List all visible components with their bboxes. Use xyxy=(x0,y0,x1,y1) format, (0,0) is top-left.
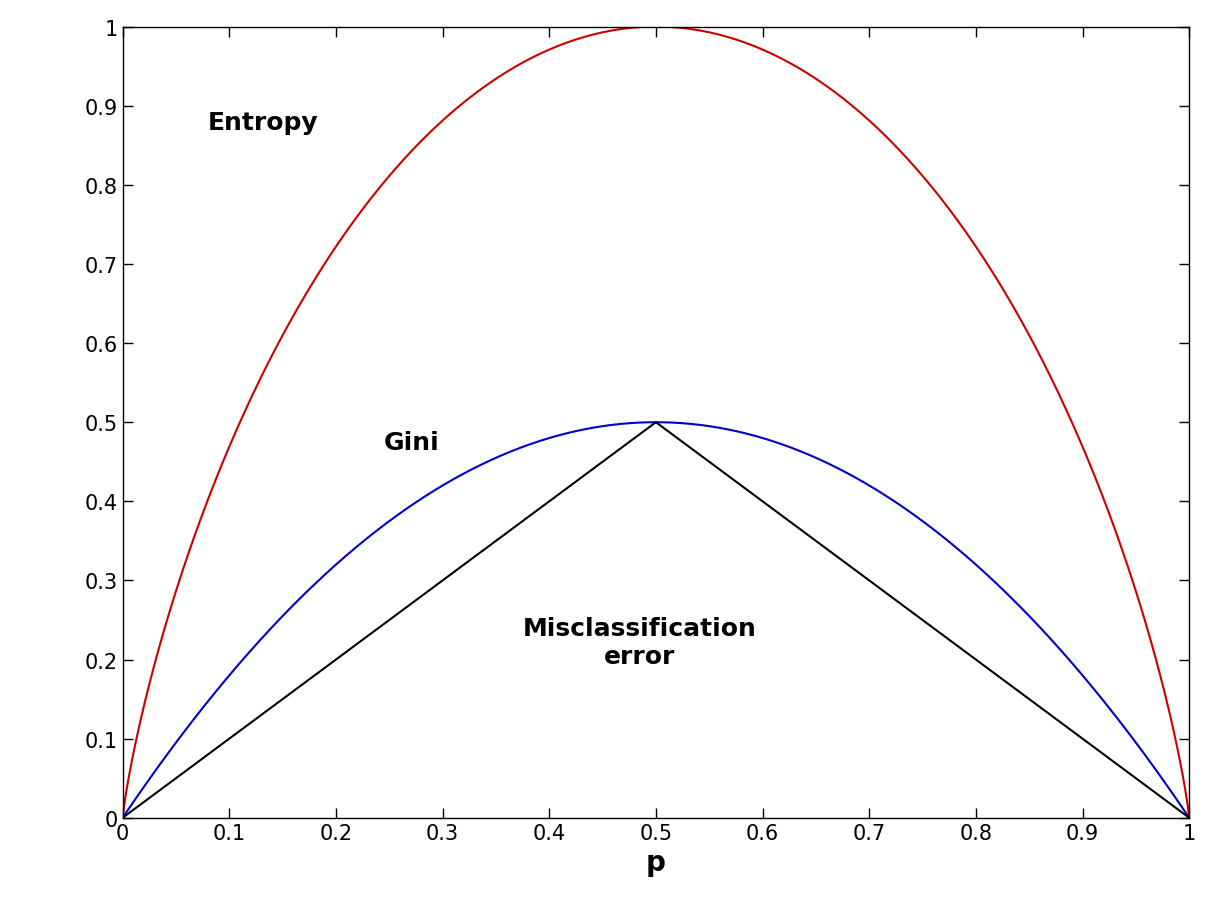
Text: Gini: Gini xyxy=(384,430,440,455)
X-axis label: p: p xyxy=(646,848,666,876)
Text: Misclassification
error: Misclassification error xyxy=(522,617,756,668)
Text: Entropy: Entropy xyxy=(208,110,319,134)
